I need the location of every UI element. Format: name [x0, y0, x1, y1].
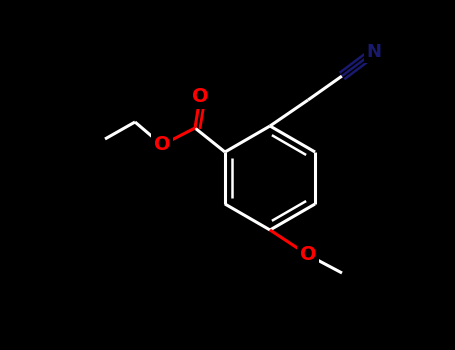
Text: O: O: [192, 88, 208, 106]
Text: O: O: [300, 245, 316, 265]
Text: O: O: [154, 135, 170, 154]
Text: N: N: [366, 43, 381, 61]
